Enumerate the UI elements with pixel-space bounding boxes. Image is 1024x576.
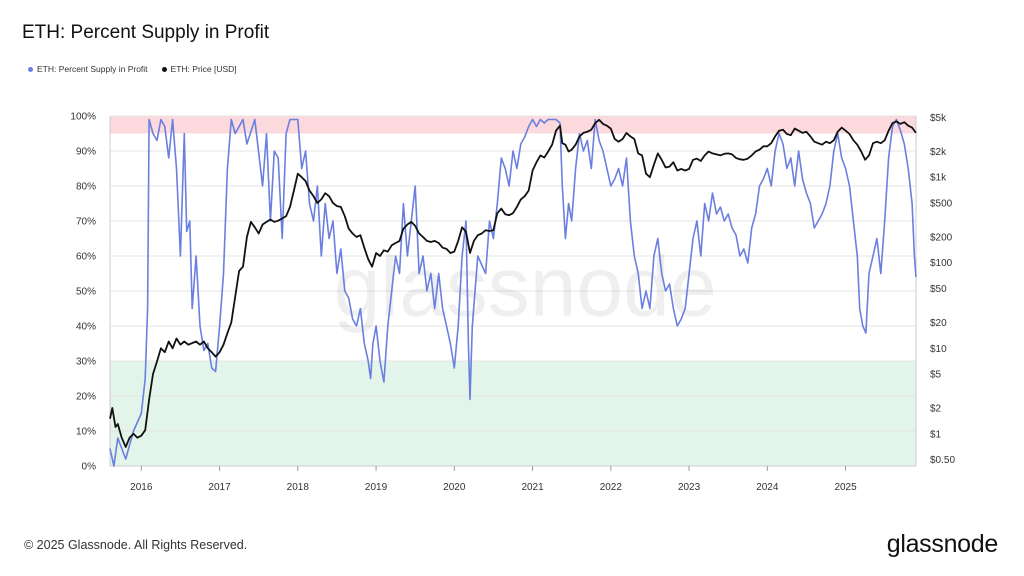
x-tick-label: 2023 (678, 482, 701, 493)
y-right-tick-label: $200 (930, 233, 953, 244)
y-right-tick-label: $5 (930, 370, 942, 381)
y-right-tick-label: $50 (930, 284, 947, 295)
y-left-tick-label: 70% (76, 217, 96, 228)
legend-dot-price-icon (161, 66, 167, 72)
x-tick-label: 2019 (365, 482, 388, 493)
y-right-tick-label: $10 (930, 344, 947, 355)
x-tick-label: 2018 (287, 482, 310, 493)
x-tick-label: 2021 (521, 482, 544, 493)
series-supply-in-profit-line (109, 118, 917, 467)
y-right-tick-label: $2k (930, 147, 947, 158)
y-left-tick-label: 60% (76, 252, 96, 263)
y-left-tick-label: 40% (76, 322, 96, 333)
y-right-tick-label: $20 (930, 318, 947, 329)
y-left-tick-label: 10% (76, 427, 96, 438)
y-left-tick-label: 50% (76, 287, 96, 298)
y-right-tick-label: $5k (930, 113, 947, 124)
x-tick-label: 2025 (834, 482, 857, 493)
watermark: glassnode (334, 240, 717, 334)
y-right-tick-label: $0.50 (930, 455, 955, 466)
y-left-tick-label: 100% (70, 112, 96, 123)
y-left-tick-label: 90% (76, 147, 96, 158)
legend-item-price[interactable]: ETH: Price [USD] (161, 64, 237, 74)
chart-title: ETH: Percent Supply in Profit (22, 22, 270, 43)
series-price-line (109, 118, 917, 448)
y-right-tick-label: $500 (930, 198, 953, 209)
x-tick-label: 2016 (130, 482, 153, 493)
x-tick-label: 2024 (756, 482, 779, 493)
x-tick-label: 2020 (443, 482, 466, 493)
band-high-zone (110, 116, 916, 134)
legend-dot-supply-icon (28, 66, 33, 72)
y-left-tick-label: 30% (76, 357, 96, 368)
x-tick-label: 2017 (208, 482, 231, 493)
y-right-tick-label: $100 (930, 258, 953, 269)
footer-copyright: © 2025 Glassnode. All Rights Reserved. (24, 538, 248, 552)
y-left-tick-label: 80% (76, 182, 96, 193)
legend-label-supply: ETH: Percent Supply in Profit (37, 64, 148, 74)
legend-item-supply[interactable]: ETH: Percent Supply in Profit (28, 64, 148, 74)
y-left-tick-label: 20% (76, 392, 96, 403)
x-tick-label: 2022 (600, 482, 623, 493)
band-low-zone (110, 361, 916, 466)
footer-logo: glassnode (886, 530, 999, 558)
legend-label-price: ETH: Price [USD] (170, 64, 237, 74)
y-right-tick-label: $2 (930, 404, 942, 415)
y-right-tick-label: $1 (930, 429, 942, 440)
y-right-tick-label: $1k (930, 173, 947, 184)
y-left-tick-label: 0% (82, 462, 97, 473)
legend: ETH: Percent Supply in Profit ETH: Price… (28, 64, 237, 74)
